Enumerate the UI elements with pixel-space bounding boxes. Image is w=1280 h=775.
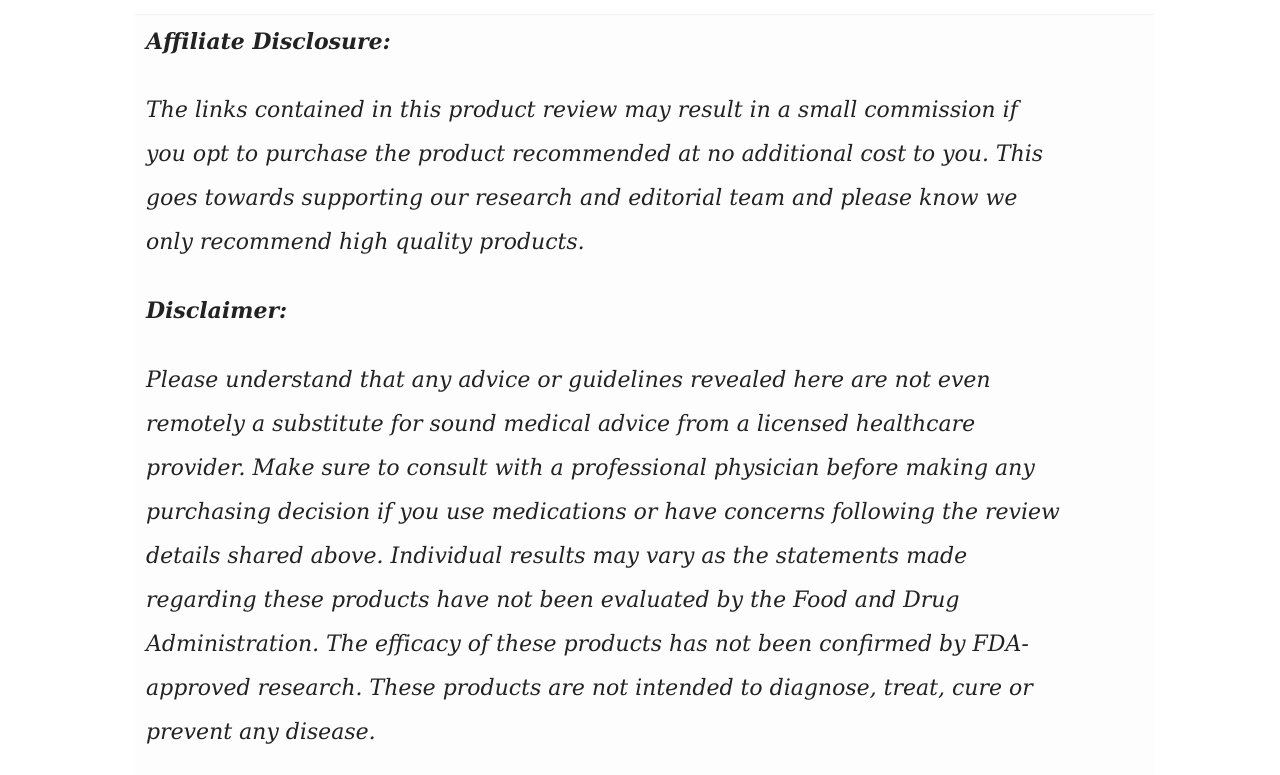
affiliate-heading: Affiliate Disclosure:: [146, 29, 391, 55]
disclaimer-line: purchasing decision if you use medicatio…: [146, 500, 1060, 525]
disclaimer-line: provider. Make sure to consult with a pr…: [146, 456, 1035, 481]
disclaimer-line: approved research. These products are no…: [146, 676, 1033, 701]
affiliate-line: only recommend high quality products.: [146, 230, 585, 255]
affiliate-line: The links contained in this product revi…: [146, 98, 1018, 123]
disclaimer-line: remotely a substitute for sound medical …: [146, 412, 976, 437]
disclaimer-line: prevent any disease.: [146, 720, 376, 745]
disclaimer-line: regarding these products have not been e…: [146, 588, 960, 613]
content-box: [135, 14, 1155, 775]
disclaimer-line: Administration. The efficacy of these pr…: [146, 632, 1029, 657]
disclaimer-line: Please understand that any advice or gui…: [146, 368, 991, 393]
disclaimer-heading: Disclaimer:: [146, 298, 288, 324]
disclaimer-line: details shared above. Individual results…: [146, 544, 968, 569]
affiliate-line: you opt to purchase the product recommen…: [146, 142, 1044, 167]
affiliate-line: goes towards supporting our research and…: [146, 186, 1018, 211]
